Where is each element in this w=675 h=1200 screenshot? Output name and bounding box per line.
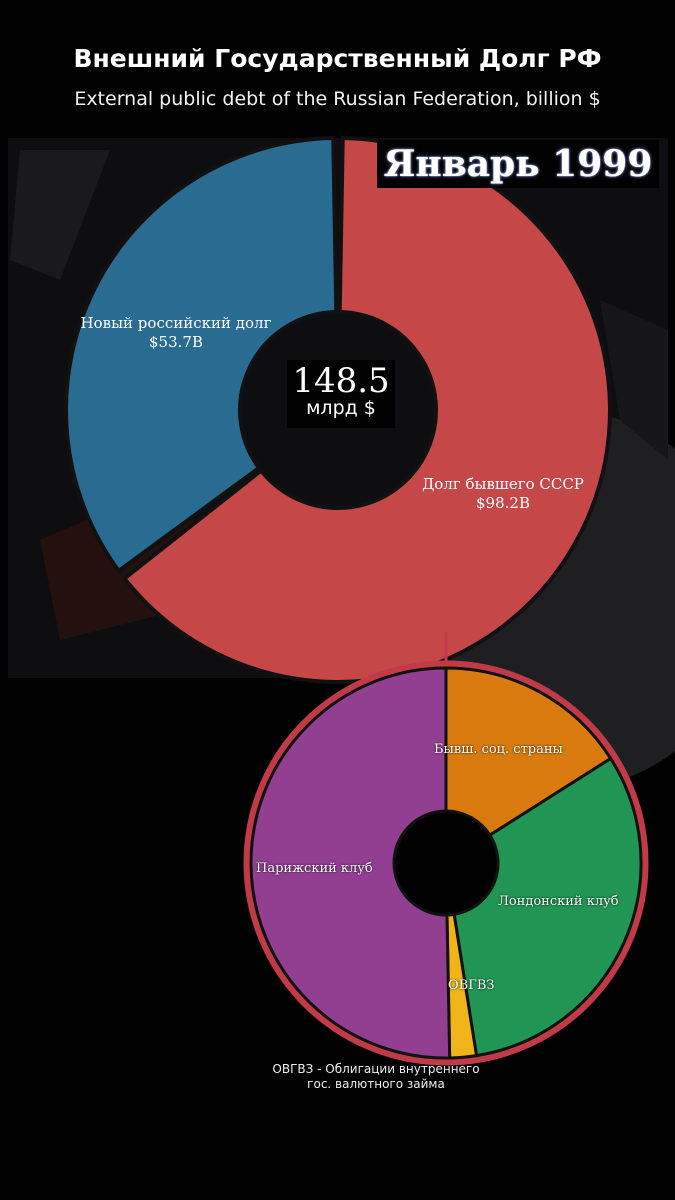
sub-slice-label-london-club: Лондонский клуб [498, 894, 619, 909]
footnote-line: гос. валютного займа [307, 1077, 445, 1091]
total-badge: 148.5 млрд $ [287, 360, 395, 428]
sub-slice-label-paris-club: Парижский клуб [256, 861, 373, 876]
sub-donut-border [243, 660, 649, 1066]
slice-label-ussr-debt: Долг бывшего СССР $98.2B [393, 475, 613, 513]
slice-label-new-debt: Новый российский долг $53.7B [56, 314, 296, 352]
sub-slice-label-ovgvz: ОВГВЗ [448, 978, 495, 993]
sub-slice-paris-club [249, 666, 452, 1060]
total-unit: млрд $ [306, 397, 376, 419]
slice-label-value: $98.2B [476, 494, 530, 512]
slice-ussr-debt [121, 136, 612, 684]
total-value: 148.5 [292, 361, 390, 401]
footnote-line: ОВГВЗ - Облигации внутреннего [272, 1062, 480, 1076]
slice-label-value: $53.7B [149, 333, 203, 351]
ussr-breakdown-donut [243, 660, 649, 1066]
chart-subtitle: External public debt of the Russian Fede… [74, 88, 601, 110]
slice-label-name: Новый российский долг [80, 314, 272, 332]
slice-new-debt [64, 136, 339, 574]
sub-slice-label-former-socialist: Бывш. соц. страны [434, 742, 563, 757]
date-label: Январь 1999 [377, 140, 659, 188]
chart-title: Внешний Государственный Долг РФ [73, 44, 602, 73]
sub-slice-former-socialist [444, 666, 613, 838]
main-donut [64, 136, 612, 684]
footnote: ОВГВЗ - Облигации внутреннего гос. валют… [0, 1062, 675, 1092]
sub-slice-london-club [452, 756, 643, 1058]
slice-label-name: Долг бывшего СССР [422, 475, 584, 493]
